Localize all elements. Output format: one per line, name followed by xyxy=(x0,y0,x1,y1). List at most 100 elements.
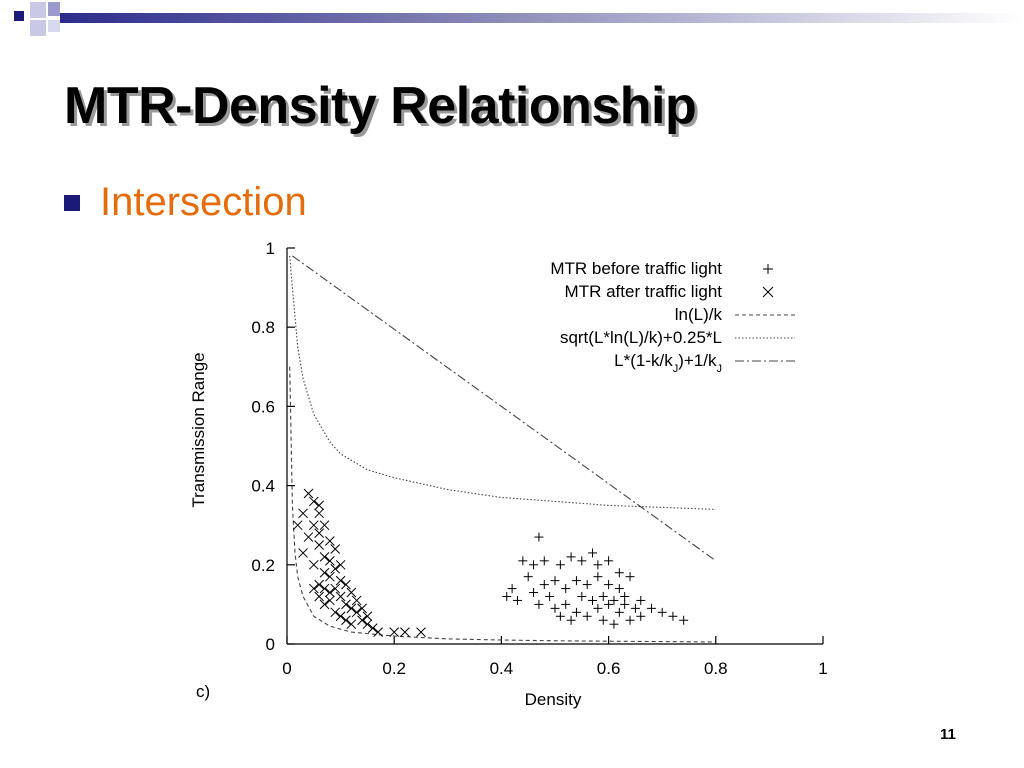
plus-point xyxy=(646,603,656,613)
y-tick-label: 0.6 xyxy=(251,397,275,416)
page-number: 11 xyxy=(940,726,956,743)
plus-point xyxy=(561,584,571,594)
cross-point xyxy=(341,615,351,626)
legend: MTR before traffic light MTR after traffi… xyxy=(550,259,795,375)
cross-point xyxy=(314,540,325,550)
cross-point xyxy=(335,591,346,602)
plus-point xyxy=(523,572,533,582)
cross-point xyxy=(416,627,426,637)
plus-point xyxy=(620,591,630,601)
legend-cross-marker xyxy=(762,286,774,298)
plus-point xyxy=(593,572,603,582)
plus-point xyxy=(561,599,571,609)
cross-point xyxy=(325,555,335,566)
plus-point xyxy=(577,556,587,566)
cross-point xyxy=(314,528,325,538)
x-tick-label: 0.8 xyxy=(704,659,728,678)
plus-point xyxy=(518,556,528,566)
cross-point xyxy=(362,611,373,622)
plus-point xyxy=(571,576,581,586)
x-tick-label: 0 xyxy=(282,659,291,678)
header-square-light xyxy=(48,20,60,32)
cross-point xyxy=(330,563,341,574)
plus-point xyxy=(604,556,614,566)
header-square-light xyxy=(30,2,46,18)
legend-label-1: MTR after traffic light xyxy=(565,282,723,301)
cross-point xyxy=(389,627,400,637)
cross-point xyxy=(346,603,357,614)
bullet-text: Intersection xyxy=(100,180,307,224)
cross-point xyxy=(298,548,308,558)
y-axis-label: Transmission Range xyxy=(189,352,208,507)
cross-point xyxy=(346,619,357,630)
y-tick-label: 1 xyxy=(266,239,275,258)
plus-point xyxy=(604,599,614,609)
cross-point xyxy=(357,615,367,626)
plus-point xyxy=(679,615,689,625)
header-gradient-bar xyxy=(60,13,1024,23)
plus-point xyxy=(625,572,635,582)
plus-point xyxy=(555,611,565,621)
panel-label: c) xyxy=(196,682,210,701)
cross-point xyxy=(303,532,314,542)
header-decoration xyxy=(14,2,1024,36)
cross-point xyxy=(330,583,341,594)
plus-point xyxy=(534,532,544,542)
cross-point xyxy=(335,575,346,586)
cross-point xyxy=(319,520,330,531)
cross-point xyxy=(400,627,410,637)
plus-point xyxy=(582,611,592,621)
bullet-item: Intersection xyxy=(64,180,307,225)
cross-point xyxy=(362,619,373,630)
plus-point xyxy=(620,599,630,609)
cross-point xyxy=(308,496,319,507)
curves xyxy=(289,255,717,643)
plus-point xyxy=(534,599,544,609)
cross-point xyxy=(330,544,341,554)
plus-point xyxy=(614,607,624,617)
plus-point xyxy=(577,591,587,601)
cross-point xyxy=(325,595,335,606)
cross-point xyxy=(351,607,362,618)
plus-point xyxy=(588,595,598,605)
cross-point xyxy=(314,579,325,590)
plus-point xyxy=(636,611,646,621)
plus-point xyxy=(539,580,549,590)
plus-point xyxy=(550,603,560,613)
cross-point xyxy=(303,488,314,499)
plus-point xyxy=(593,603,603,613)
plus-point xyxy=(555,560,565,570)
x-tick-label: 0.2 xyxy=(382,659,406,678)
plus-point xyxy=(593,560,603,570)
plus-point xyxy=(625,615,635,625)
cross-point xyxy=(330,607,341,618)
plus-point xyxy=(668,611,678,621)
cross-point xyxy=(308,559,319,570)
x-tick-label: 1 xyxy=(818,659,827,678)
cross-point xyxy=(335,611,346,622)
plus-point xyxy=(598,591,608,601)
cross-point xyxy=(373,627,383,637)
y-tick-label: 0.8 xyxy=(251,318,275,337)
y-tick-label: 0.2 xyxy=(251,556,275,575)
scatter-points xyxy=(292,488,689,637)
y-tick-label: 0.4 xyxy=(251,477,275,496)
plus-point xyxy=(614,568,624,578)
plus-point xyxy=(598,615,608,625)
cross-point xyxy=(346,587,357,598)
plus-point xyxy=(614,584,624,594)
x-tick-label: 0.6 xyxy=(597,659,621,678)
cross-point xyxy=(335,559,346,570)
legend-label-2: ln(L)/k xyxy=(675,305,723,324)
plus-point xyxy=(507,584,517,594)
mtr-density-chart: 0 0.2 0.4 0.6 0.8 1 0 0.2 0.4 0.6 0.8 1 MTR before … xyxy=(189,239,828,709)
slide-title: MTR-Density Relationship xyxy=(64,77,697,135)
plus-point xyxy=(588,548,598,558)
y-tick-label: 0 xyxy=(266,635,275,654)
cross-point xyxy=(325,587,335,598)
x-axis-label: Density xyxy=(525,690,582,709)
curve-2 xyxy=(292,255,717,562)
header-square-light xyxy=(30,20,46,36)
header-square-dark xyxy=(14,11,24,21)
cross-point xyxy=(341,579,351,590)
